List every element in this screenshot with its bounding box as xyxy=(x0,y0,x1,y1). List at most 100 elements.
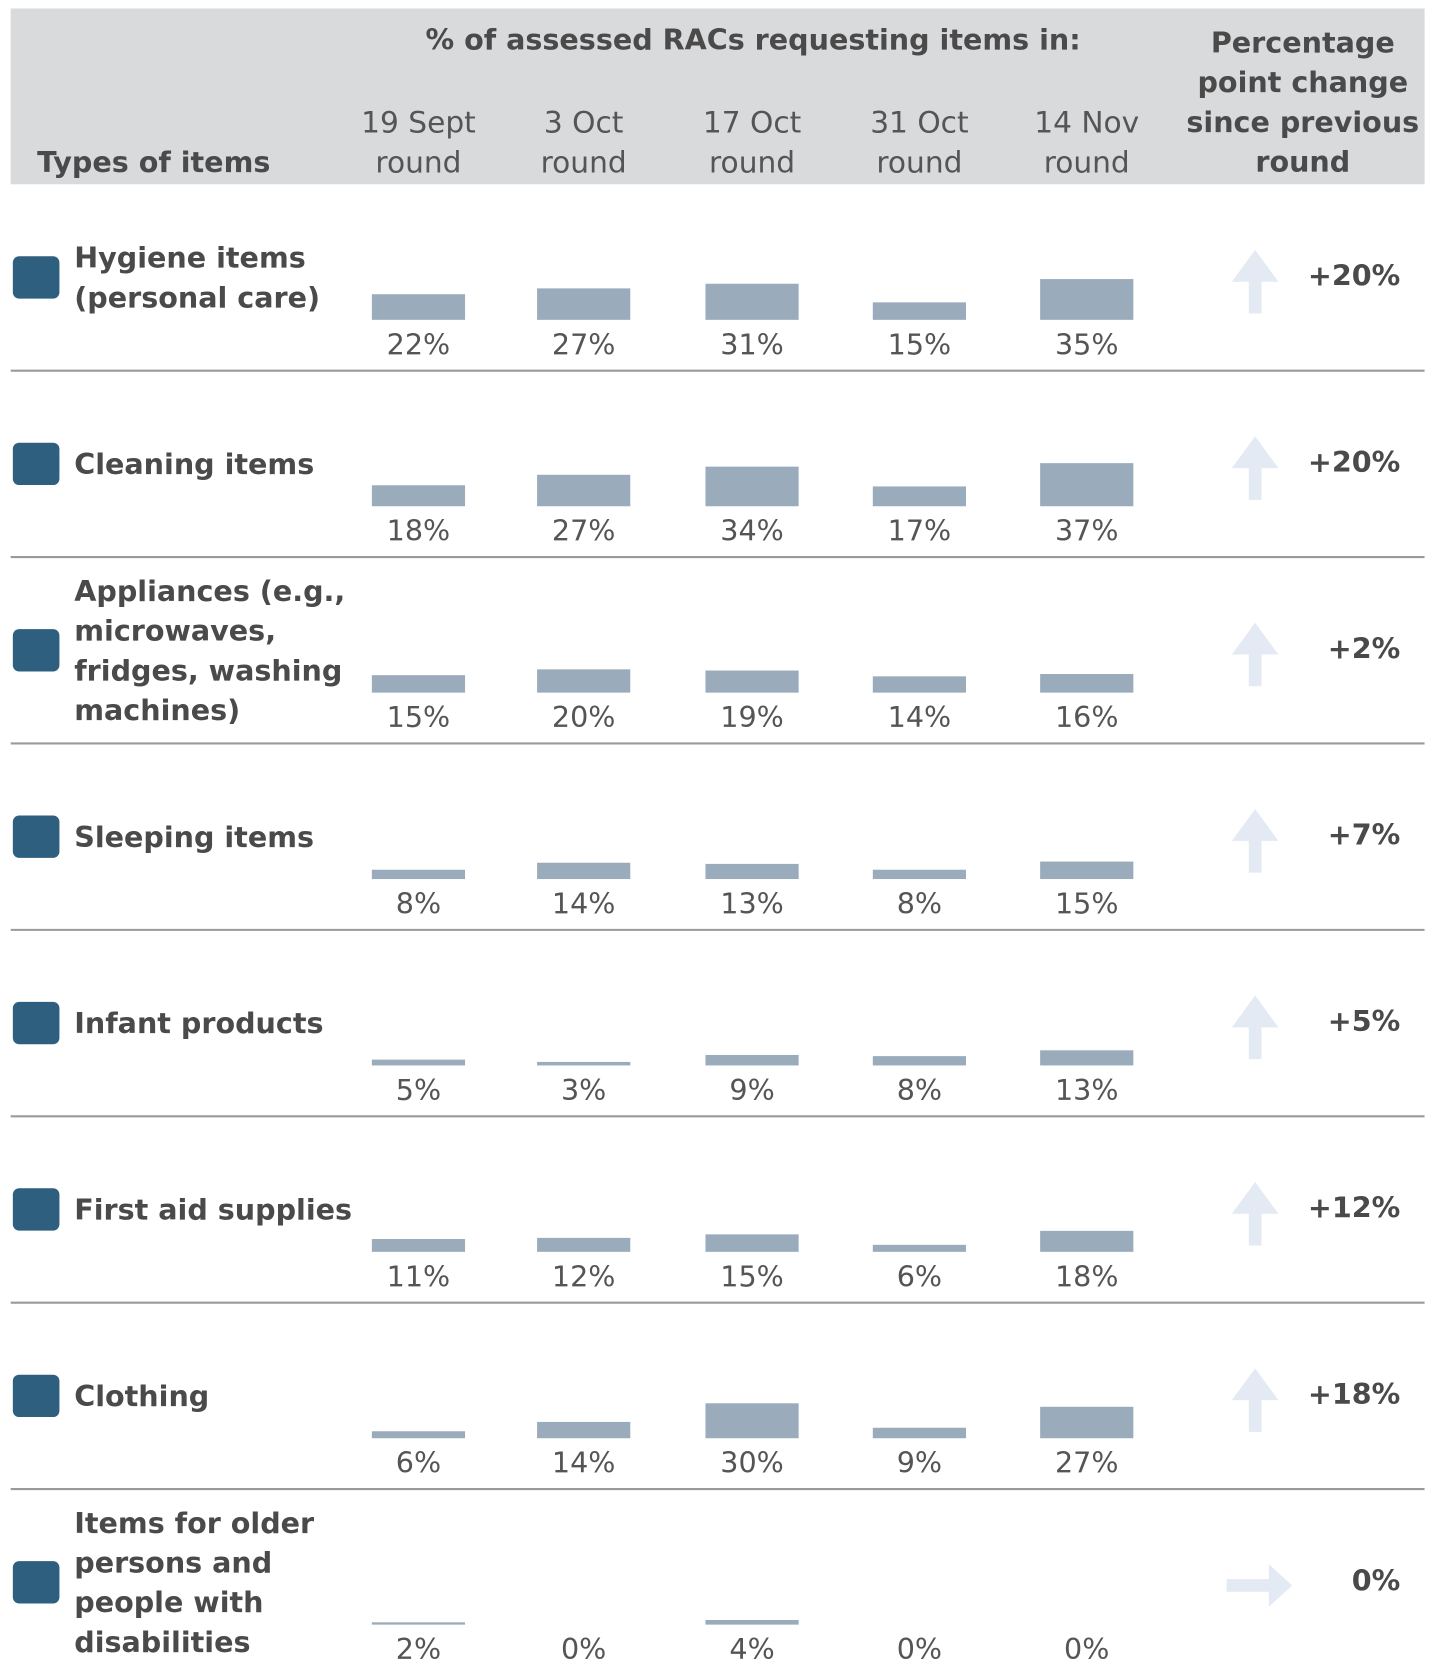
row-icon xyxy=(12,629,60,672)
bar xyxy=(1040,861,1134,880)
row-label: Cleaning items xyxy=(74,447,314,481)
row-label: Sleeping items xyxy=(74,820,314,854)
bar xyxy=(705,283,799,320)
change-arrow xyxy=(1231,436,1279,500)
bar xyxy=(705,1403,799,1439)
row-icon xyxy=(12,256,60,299)
value-label: 0% xyxy=(561,1632,606,1666)
bar xyxy=(872,1244,967,1252)
change-arrow xyxy=(1231,249,1279,314)
change-header: point change xyxy=(1197,65,1408,99)
value-label: 4% xyxy=(729,1632,774,1666)
column-header: 14 Nov xyxy=(1034,104,1139,139)
value-label: 15% xyxy=(387,700,451,734)
row-label: (personal care) xyxy=(74,280,320,314)
value-label: 6% xyxy=(897,1259,942,1293)
value-label: 20% xyxy=(552,700,616,734)
bar xyxy=(872,676,967,693)
group-title: % of assessed RACs requesting items in: xyxy=(426,22,1081,56)
value-label: 12% xyxy=(552,1259,616,1293)
value-label: 16% xyxy=(1055,700,1119,734)
header-band xyxy=(10,8,1425,185)
bar xyxy=(705,863,799,880)
value-label: 15% xyxy=(720,1259,784,1293)
value-label: 15% xyxy=(1055,887,1119,921)
row-label: First aid supplies xyxy=(74,1193,352,1227)
row-icon xyxy=(12,815,60,858)
change-label: +2% xyxy=(1328,631,1400,665)
value-label: 35% xyxy=(1055,327,1119,361)
value-label: 19% xyxy=(720,700,784,734)
change-header: round xyxy=(1255,145,1350,179)
value-label: 9% xyxy=(897,1446,942,1480)
change-label: +7% xyxy=(1328,818,1400,852)
value-label: 0% xyxy=(1064,1632,1109,1666)
value-label: 18% xyxy=(1055,1259,1119,1293)
change-arrow xyxy=(1231,809,1279,873)
row-icon xyxy=(12,1374,60,1418)
column-header: round xyxy=(709,145,795,180)
value-label: 11% xyxy=(387,1259,451,1293)
bar xyxy=(371,1622,466,1625)
change-label: +12% xyxy=(1308,1190,1400,1224)
change-arrow xyxy=(1231,1368,1279,1432)
column-header: round xyxy=(1044,145,1130,180)
row-icon xyxy=(12,1001,60,1045)
row-icon xyxy=(12,1188,60,1231)
value-label: 8% xyxy=(396,887,441,921)
value-label: 27% xyxy=(1055,1446,1119,1480)
change-arrow xyxy=(1226,1564,1293,1607)
bar xyxy=(705,1054,799,1066)
value-label: 14% xyxy=(888,700,952,734)
bar xyxy=(537,1061,631,1066)
value-label: 30% xyxy=(720,1446,784,1480)
change-label: +20% xyxy=(1308,258,1400,292)
bar xyxy=(872,486,967,507)
column-header: 3 Oct xyxy=(544,104,624,139)
change-header: Percentage xyxy=(1211,25,1395,59)
bar xyxy=(537,669,631,693)
value-label: 34% xyxy=(720,514,784,548)
bar xyxy=(872,1427,967,1439)
bar xyxy=(1040,674,1134,693)
bar xyxy=(537,862,631,880)
value-label: 3% xyxy=(561,1073,606,1107)
column-header: 31 Oct xyxy=(870,104,968,139)
bar xyxy=(872,869,967,880)
row-label: persons and xyxy=(74,1546,272,1580)
value-label: 14% xyxy=(552,887,616,921)
bar xyxy=(705,670,799,693)
row-label: Hygiene items xyxy=(74,241,306,275)
bar xyxy=(371,869,466,880)
change-arrow xyxy=(1231,1181,1279,1246)
bar xyxy=(371,1239,466,1252)
value-label: 18% xyxy=(387,514,451,548)
bar xyxy=(705,1234,799,1252)
value-label: 13% xyxy=(1055,1073,1119,1107)
value-label: 5% xyxy=(396,1073,441,1107)
bar xyxy=(537,474,631,507)
value-label: 17% xyxy=(888,514,952,548)
column-header: round xyxy=(541,145,627,180)
value-label: 22% xyxy=(387,327,451,361)
value-label: 27% xyxy=(552,514,616,548)
change-label: +18% xyxy=(1308,1377,1400,1411)
bar xyxy=(371,1059,466,1066)
bar xyxy=(537,1237,631,1252)
column-header: round xyxy=(876,145,962,180)
value-label: 9% xyxy=(729,1073,774,1107)
value-label: 8% xyxy=(897,1073,942,1107)
column-header: 19 Sept xyxy=(361,104,476,139)
change-arrow xyxy=(1231,622,1279,687)
change-label: +5% xyxy=(1328,1004,1400,1038)
row-label: disabilities xyxy=(74,1625,250,1659)
value-label: 31% xyxy=(720,327,784,361)
change-label: 0% xyxy=(1352,1563,1401,1597)
value-label: 27% xyxy=(552,327,616,361)
bar xyxy=(1040,1230,1134,1252)
value-label: 6% xyxy=(396,1446,441,1480)
row-icon xyxy=(12,1561,60,1604)
row-label: fridges, washing xyxy=(74,653,342,687)
row-label: Items for older xyxy=(74,1506,315,1540)
row-label: Clothing xyxy=(74,1379,209,1413)
